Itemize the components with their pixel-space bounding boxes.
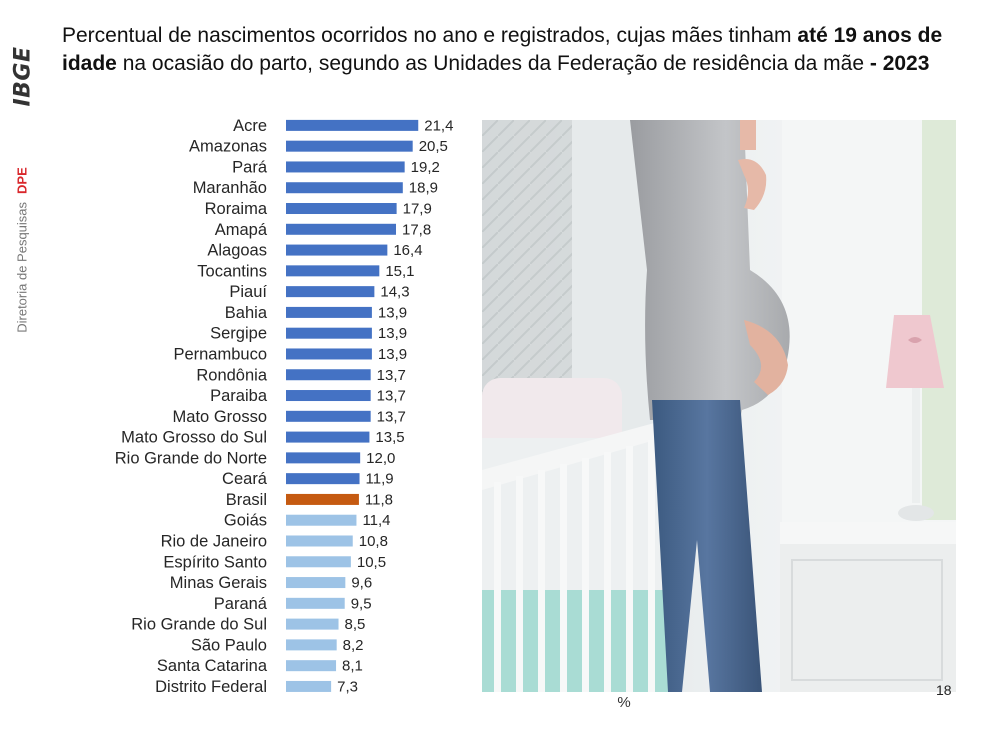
bar xyxy=(286,660,337,672)
bar xyxy=(286,369,371,381)
value-label: 9,5 xyxy=(351,595,372,612)
category-label: Roraima xyxy=(205,200,268,218)
pregnant-woman-by-crib-photo xyxy=(482,120,956,692)
title-part-2: na ocasião do parto, segundo as Unidades… xyxy=(116,52,870,75)
value-label: 14,3 xyxy=(380,284,409,301)
value-label: 20,5 xyxy=(419,138,448,155)
value-label: 9,6 xyxy=(351,575,372,592)
category-label: Piauí xyxy=(229,283,267,301)
title-bold-2: - 2023 xyxy=(869,52,930,75)
value-label: 8,1 xyxy=(342,658,363,675)
bar xyxy=(286,306,372,318)
bar xyxy=(286,182,403,194)
value-label: 7,3 xyxy=(337,678,358,695)
value-label: 17,9 xyxy=(403,201,432,218)
bar xyxy=(286,286,375,298)
bar xyxy=(286,618,339,630)
category-label: Paraná xyxy=(214,595,268,613)
category-label: Pernambuco xyxy=(173,345,267,363)
category-label: São Paulo xyxy=(191,636,267,654)
category-label: Rio de Janeiro xyxy=(161,532,267,550)
photo-illustration xyxy=(482,120,956,692)
bar xyxy=(286,431,370,443)
category-label: Brasil xyxy=(226,491,267,509)
bar xyxy=(286,265,380,277)
bar xyxy=(286,535,353,547)
category-label: Santa Catarina xyxy=(157,657,268,675)
bar xyxy=(286,161,405,173)
category-label: Alagoas xyxy=(207,242,267,260)
bar xyxy=(286,119,419,131)
value-label: 13,7 xyxy=(377,367,406,384)
value-label: 8,5 xyxy=(345,616,366,633)
value-label: 21,4 xyxy=(424,117,453,134)
category-label: Mato Grosso do Sul xyxy=(121,429,267,447)
value-label: 10,8 xyxy=(359,533,388,550)
x-axis-label: % xyxy=(617,694,630,711)
bar xyxy=(286,327,372,339)
bar xyxy=(286,639,337,651)
category-label: Sergipe xyxy=(210,325,267,343)
value-label: 11,8 xyxy=(365,491,393,508)
category-label: Minas Gerais xyxy=(170,574,267,592)
bar xyxy=(286,577,346,589)
bar xyxy=(286,473,360,485)
value-label: 10,5 xyxy=(357,554,386,571)
category-label: Amazonas xyxy=(189,138,267,156)
category-label: Bahia xyxy=(225,304,268,322)
value-label: 15,1 xyxy=(385,263,414,280)
category-label: Distrito Federal xyxy=(155,678,267,696)
bar-brasil xyxy=(286,493,359,505)
category-label: Rio Grande do Sul xyxy=(131,616,267,634)
bar xyxy=(286,680,332,692)
category-label: Mato Grosso xyxy=(173,408,267,426)
title-part-1: Percentual de nascimentos ocorridos no a… xyxy=(62,24,798,47)
value-label: 11,4 xyxy=(362,512,390,529)
category-label: Maranhão xyxy=(193,179,267,197)
category-label: Goiás xyxy=(224,512,267,530)
category-label: Rondônia xyxy=(196,366,267,384)
value-label: 12,0 xyxy=(366,450,395,467)
bar xyxy=(286,452,361,464)
title-bold-1: até 19 anos de idade xyxy=(62,24,943,75)
value-label: 19,2 xyxy=(411,159,440,176)
category-label: Espírito Santo xyxy=(163,553,267,571)
bar xyxy=(286,203,397,215)
value-label: 13,9 xyxy=(378,304,407,321)
value-label: 17,8 xyxy=(402,221,431,238)
category-label: Amapá xyxy=(215,221,268,239)
value-label: 8,2 xyxy=(343,637,364,654)
bar xyxy=(286,556,351,568)
category-label: Pará xyxy=(232,158,268,176)
category-label: Paraiba xyxy=(210,387,268,405)
value-label: 13,5 xyxy=(375,429,404,446)
value-label: 13,9 xyxy=(378,325,407,342)
bar xyxy=(286,348,372,360)
bar xyxy=(286,390,371,402)
bar xyxy=(286,514,357,526)
value-label: 11,9 xyxy=(366,471,394,488)
page-number: 18 xyxy=(936,682,952,698)
value-label: 16,4 xyxy=(393,242,422,259)
value-label: 13,7 xyxy=(377,408,406,425)
value-label: 13,9 xyxy=(378,346,407,363)
bar xyxy=(286,597,345,609)
bar xyxy=(286,140,413,152)
value-label: 13,7 xyxy=(377,388,406,405)
page-title: Percentual de nascimentos ocorridos no a… xyxy=(62,22,962,78)
bar xyxy=(286,410,371,422)
bar xyxy=(286,244,388,256)
category-label: Ceará xyxy=(222,470,268,488)
category-label: Acre xyxy=(233,117,267,135)
value-label: 18,9 xyxy=(409,180,438,197)
category-label: Rio Grande do Norte xyxy=(115,449,267,467)
bar xyxy=(286,223,397,235)
category-label: Tocantins xyxy=(197,262,267,280)
